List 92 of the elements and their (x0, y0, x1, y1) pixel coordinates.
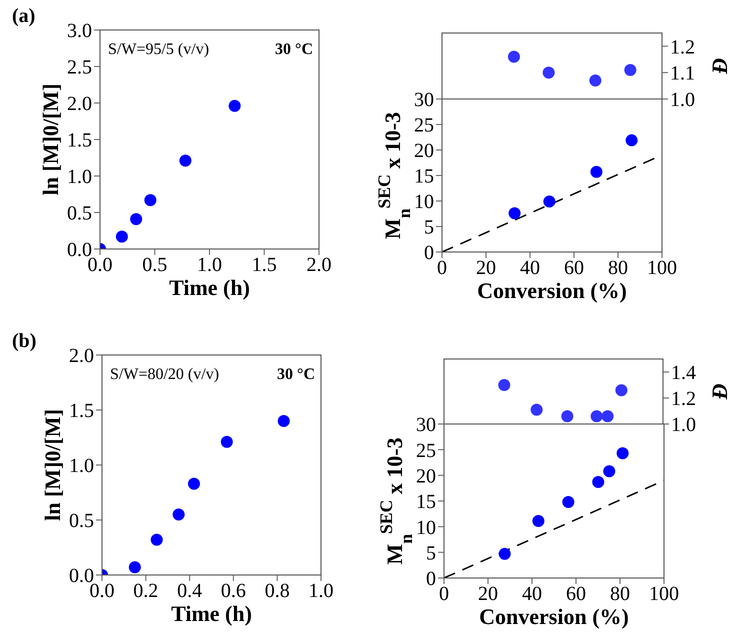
point (626, 134, 638, 146)
point (128, 561, 141, 574)
y-axis-title: ln [M]0/[M] (40, 409, 65, 521)
x-tick-label: 40 (520, 257, 540, 280)
y-tick-label: 5 (424, 216, 434, 239)
y-tick-label: 1.0 (670, 89, 695, 112)
point (172, 508, 185, 520)
point (562, 496, 574, 508)
y-axis-title: Đ (707, 383, 732, 400)
x-tick-label: 0.2 (133, 580, 158, 602)
y-tick-label: 20 (414, 140, 434, 162)
point (179, 154, 192, 167)
point (116, 230, 128, 243)
point (508, 50, 520, 63)
point (532, 515, 544, 528)
y-tick-label: 1.5 (67, 130, 92, 152)
y-tick-label: 0.5 (67, 202, 92, 225)
annotation: 30 °C (277, 366, 315, 383)
point (498, 548, 511, 560)
point (150, 534, 163, 546)
x-axis-title: Conversion (%) (477, 278, 627, 303)
y-tick-label: 1.4 (671, 362, 696, 384)
point (228, 100, 241, 112)
y-tick-label: 1.2 (670, 36, 695, 58)
y-axis-title: ln [M]0/[M] (38, 84, 63, 196)
y-tick-label: 1.5 (69, 400, 94, 422)
y-tick-label: 20 (416, 465, 436, 488)
point (603, 465, 616, 478)
annotation: S/W=95/5 (v/v) (108, 41, 210, 58)
y-tick-label: 15 (414, 166, 434, 188)
x-tick-label: 1.0 (308, 580, 334, 602)
point (498, 379, 510, 391)
y-tick-label: 3.0 (67, 20, 92, 42)
y-tick-label: 10 (416, 516, 436, 539)
x-tick-label: 20 (478, 583, 498, 606)
x-tick-label: 1.0 (197, 254, 222, 276)
y-tick-label: 2.0 (69, 345, 94, 368)
x-tick-label: 0.4 (177, 580, 202, 602)
annotation: S/W=80/20 (v/v) (110, 366, 220, 383)
chart-title: (b) (12, 330, 36, 352)
x-tick-label: 60 (566, 583, 586, 606)
y-tick-label: 2.0 (67, 93, 92, 116)
x-tick-label: 100 (647, 257, 677, 280)
x-axis-title: Time (h) (169, 275, 250, 300)
x-tick-label: 80 (608, 257, 628, 280)
point (530, 404, 543, 416)
point (188, 478, 200, 490)
x-tick-label: 80 (610, 583, 630, 606)
point (542, 66, 555, 79)
point (615, 384, 628, 396)
point (590, 166, 602, 178)
point (589, 74, 602, 87)
point (543, 196, 556, 208)
point (590, 410, 603, 422)
point (130, 213, 142, 226)
y-tick-label: 1.0 (67, 166, 92, 188)
x-tick-label: 0.8 (264, 580, 290, 602)
x-tick-label: 1.5 (252, 254, 277, 276)
y-tick-label: 1.1 (670, 62, 695, 85)
x-tick-label: 0.6 (220, 580, 246, 602)
y-tick-label: 15 (416, 491, 436, 514)
y-tick-label: 30 (416, 414, 436, 436)
y-tick-label: 2.5 (67, 56, 92, 79)
point (220, 436, 233, 448)
y-axis-title: Đ (707, 58, 732, 75)
point (592, 476, 604, 488)
chart-title: (a) (12, 5, 36, 27)
x-tick-label: 40 (522, 583, 542, 606)
point (144, 194, 156, 206)
point (616, 447, 629, 460)
x-tick-label: 60 (564, 257, 584, 280)
x-axis-title: Conversion (%) (479, 604, 629, 629)
y-tick-label: 25 (414, 114, 434, 137)
x-tick-label: 100 (649, 583, 679, 606)
y-tick-label: 30 (414, 89, 434, 112)
x-axis-title: Time (h) (171, 601, 252, 626)
y-tick-label: 5 (426, 542, 436, 564)
y-tick-label: 1.0 (69, 455, 94, 478)
annotation: 30 °C (275, 41, 313, 58)
point (561, 410, 574, 422)
x-tick-label: 20 (476, 257, 496, 280)
y-tick-label: 10 (414, 191, 434, 214)
x-tick-label: 2.0 (306, 254, 332, 276)
y-tick-label: 1.0 (671, 414, 696, 436)
point (508, 207, 521, 220)
point (278, 415, 290, 427)
x-tick-label: 0.5 (142, 254, 168, 276)
y-tick-label: 0.5 (69, 510, 94, 532)
y-tick-label: 1.2 (671, 388, 696, 410)
point (624, 64, 636, 76)
point (602, 410, 614, 422)
y-tick-label: 25 (416, 440, 436, 462)
